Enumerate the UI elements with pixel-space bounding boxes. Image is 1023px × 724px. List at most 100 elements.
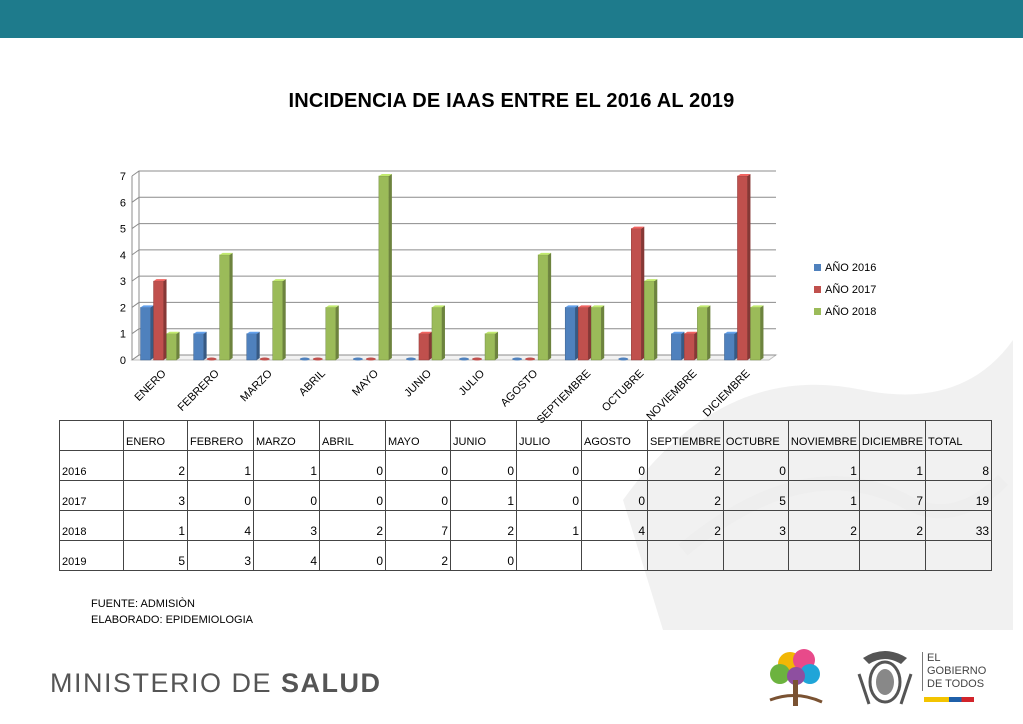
gov-line1: EL — [927, 652, 941, 664]
chart-back-wall — [132, 171, 776, 176]
bar-side — [203, 331, 207, 360]
legend-swatch — [814, 264, 821, 271]
table-cell: 0 — [319, 540, 386, 571]
bar-top — [631, 226, 645, 229]
top-banner — [0, 0, 1023, 38]
table-header-cell: ENERO — [123, 420, 188, 451]
table-cell: 3 — [253, 510, 320, 541]
bar — [246, 333, 257, 361]
x-tick-label: OCTUBRE — [600, 368, 647, 415]
table-cell: 2 — [647, 450, 724, 481]
flag-colors-bar — [924, 697, 974, 702]
legend-label: AÑO 2018 — [825, 305, 876, 318]
legend-label: AÑO 2017 — [825, 283, 876, 296]
chart-title: INCIDENCIA DE IAAS ENTRE EL 2016 AL 2019 — [288, 90, 735, 112]
bar-side — [694, 331, 698, 360]
table-cell: 8 — [925, 450, 993, 481]
table-header-cell — [59, 420, 124, 451]
bar — [272, 280, 283, 361]
y-tick-label: 4 — [120, 250, 126, 262]
table-cell: 4 — [581, 510, 648, 541]
table-cell: 19 — [925, 480, 993, 511]
table-cell: 1 — [253, 450, 320, 481]
bar-side — [428, 331, 432, 360]
y-tick-label: 1 — [120, 329, 126, 341]
table-cell — [858, 540, 927, 571]
x-tick-label: DICIEMBRE — [701, 368, 753, 420]
bar — [671, 333, 682, 361]
table-row: 2018 1 4 3 2 7 2 1 4 2 3 2 2 33 — [59, 510, 993, 541]
bar — [299, 357, 310, 361]
table-row-label: 2018 — [59, 510, 124, 541]
y-tick-label: 3 — [120, 276, 126, 288]
bar-top — [565, 305, 579, 308]
bar — [140, 307, 151, 361]
legend-label: AÑO 2016 — [825, 261, 876, 274]
table-cell: 2 — [385, 540, 451, 571]
bar — [564, 307, 576, 361]
table-cell: 7 — [385, 510, 451, 541]
data-table: ENERO FEBRERO MARZO ABRIL MAYO JUNIO JULIO AGOS… — [59, 420, 993, 571]
table-cell: 2 — [858, 510, 927, 541]
y-tick-label: 5 — [120, 224, 126, 236]
table-header-cell: MAYO — [385, 420, 451, 451]
table-cell: 3 — [722, 510, 789, 541]
table-row: 2017 3 0 0 0 0 1 0 0 2 5 1 7 19 — [59, 480, 993, 511]
bar-side — [681, 331, 685, 360]
x-tick-label: MAYO — [350, 367, 381, 398]
table-cell: 0 — [187, 480, 254, 511]
gridline — [131, 196, 776, 203]
bar — [365, 357, 376, 361]
bar-side — [441, 305, 445, 360]
table-header-cell: TOTAL — [925, 420, 993, 451]
table-header-cell: AGOSTO — [581, 420, 648, 451]
table-cell: 1 — [450, 480, 517, 511]
table-cell: 0 — [319, 480, 386, 511]
bar — [219, 254, 230, 361]
bar — [153, 280, 164, 361]
table-row-label: 2019 — [59, 540, 124, 571]
ministry-name: MINISTERIO DE — [50, 668, 282, 698]
bar-top — [671, 331, 685, 334]
table-cell: 2 — [123, 450, 188, 481]
bar-side — [548, 252, 552, 360]
table-cell: 1 — [858, 450, 927, 481]
x-tick-label: AGOSTO — [499, 367, 541, 409]
bar-side — [150, 305, 154, 360]
bar-top — [697, 305, 711, 308]
notes: FUENTE: ADMISIÒN ELABORADO: EPIDEMIOLOGI… — [91, 596, 253, 628]
bar — [484, 333, 496, 361]
table-cell: 2 — [647, 480, 724, 511]
table-cell: 2 — [450, 510, 517, 541]
table-cell — [787, 540, 860, 571]
table-cell: 0 — [450, 450, 517, 481]
bar-side — [760, 305, 764, 360]
bar-side — [575, 305, 579, 360]
table-cell: 4 — [187, 510, 254, 541]
table-cell: 3 — [187, 540, 254, 571]
bar-side — [707, 305, 711, 360]
table-cell — [516, 540, 582, 571]
bar-top — [750, 305, 764, 308]
table-cell: 0 — [581, 480, 648, 511]
bar-top — [219, 252, 233, 255]
bar-top — [140, 305, 154, 308]
table-header-row: ENERO FEBRERO MARZO ABRIL MAYO JUNIO JULIO AGOS… — [59, 420, 993, 451]
bar-top — [193, 331, 207, 334]
bar — [537, 254, 549, 361]
bar-top — [724, 331, 738, 334]
bar — [193, 333, 204, 361]
legend-swatch — [814, 286, 821, 293]
bar — [405, 357, 416, 361]
table-row-label: 2017 — [59, 480, 124, 511]
bar-side — [229, 252, 233, 360]
bar-top — [153, 279, 167, 282]
x-tick-label: ENERO — [133, 367, 169, 403]
bar-top — [431, 305, 445, 308]
table-cell: 0 — [450, 540, 517, 571]
bar-top — [578, 305, 592, 308]
table-cell — [722, 540, 789, 571]
table-cell — [925, 540, 993, 571]
bar — [750, 307, 761, 361]
table-cell: 1 — [516, 510, 582, 541]
